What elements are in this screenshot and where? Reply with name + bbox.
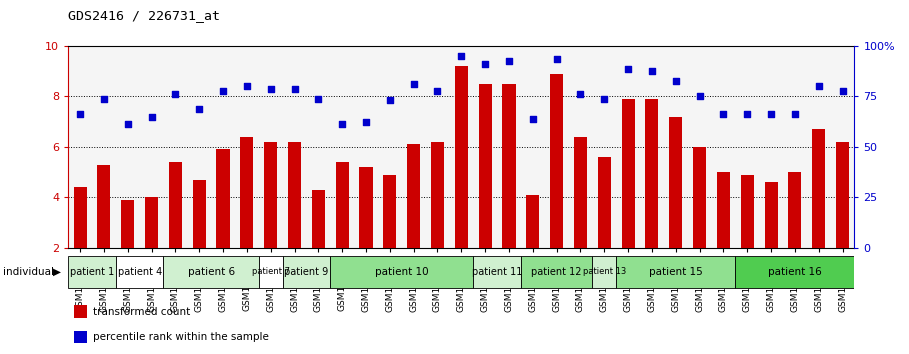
Bar: [717, 172, 730, 248]
Point: [764, 111, 778, 117]
Point: [454, 53, 469, 59]
Point: [264, 86, 278, 92]
Bar: [550, 74, 564, 248]
Text: patient 7: patient 7: [252, 267, 290, 276]
Bar: [145, 198, 158, 248]
Text: patient 15: patient 15: [649, 267, 703, 277]
Bar: [240, 137, 254, 248]
Point: [621, 66, 635, 72]
Bar: [216, 149, 230, 248]
Point: [693, 94, 707, 99]
Point: [740, 111, 754, 117]
Bar: [335, 162, 349, 248]
Bar: [75, 305, 87, 318]
FancyBboxPatch shape: [283, 256, 330, 288]
Text: percentile rank within the sample: percentile rank within the sample: [94, 332, 269, 342]
Bar: [741, 175, 754, 248]
FancyBboxPatch shape: [735, 256, 854, 288]
Point: [525, 116, 540, 122]
Bar: [836, 142, 849, 248]
Bar: [407, 144, 420, 248]
Point: [478, 61, 493, 67]
Bar: [503, 84, 515, 248]
Bar: [265, 142, 277, 248]
Bar: [622, 99, 634, 248]
Point: [287, 86, 302, 92]
Text: patient 1: patient 1: [70, 267, 115, 277]
Point: [406, 81, 421, 87]
Text: patient 9: patient 9: [285, 267, 328, 277]
Point: [549, 56, 564, 62]
Bar: [359, 167, 373, 248]
Bar: [693, 147, 706, 248]
Point: [835, 88, 850, 94]
Point: [73, 111, 87, 117]
Point: [240, 84, 255, 89]
Point: [168, 91, 183, 97]
Bar: [169, 162, 182, 248]
Bar: [121, 200, 135, 248]
Bar: [431, 142, 444, 248]
Point: [502, 58, 516, 64]
Bar: [193, 180, 205, 248]
Point: [215, 88, 230, 94]
Text: patient 11: patient 11: [472, 267, 523, 277]
Point: [383, 97, 397, 103]
Bar: [788, 172, 802, 248]
Point: [121, 121, 135, 127]
Point: [192, 106, 206, 112]
Point: [597, 96, 612, 102]
Bar: [75, 331, 87, 343]
Text: patient 10: patient 10: [375, 267, 428, 277]
Text: ▶: ▶: [53, 267, 61, 277]
FancyBboxPatch shape: [330, 256, 474, 288]
Point: [812, 84, 826, 89]
Text: patient 16: patient 16: [768, 267, 822, 277]
FancyBboxPatch shape: [593, 256, 616, 288]
Point: [335, 121, 349, 127]
FancyBboxPatch shape: [115, 256, 164, 288]
Point: [644, 68, 659, 74]
Bar: [812, 129, 825, 248]
Bar: [669, 117, 683, 248]
Bar: [454, 66, 468, 248]
Text: patient 4: patient 4: [117, 267, 162, 277]
FancyBboxPatch shape: [259, 256, 283, 288]
Bar: [288, 142, 301, 248]
Text: transformed count: transformed count: [94, 307, 191, 316]
FancyBboxPatch shape: [521, 256, 593, 288]
Point: [574, 91, 588, 97]
Point: [787, 111, 802, 117]
Bar: [74, 187, 86, 248]
Text: patient 6: patient 6: [187, 267, 235, 277]
Point: [716, 111, 731, 117]
Bar: [598, 157, 611, 248]
Text: individual: individual: [3, 267, 54, 277]
FancyBboxPatch shape: [164, 256, 259, 288]
Bar: [764, 182, 777, 248]
Text: patient 12: patient 12: [532, 267, 582, 277]
Bar: [574, 137, 587, 248]
FancyBboxPatch shape: [616, 256, 735, 288]
Bar: [384, 175, 396, 248]
Point: [311, 96, 325, 102]
Bar: [526, 195, 539, 248]
Point: [430, 88, 445, 94]
Point: [145, 114, 159, 120]
Bar: [97, 165, 111, 248]
Text: patient 13: patient 13: [583, 267, 626, 276]
FancyBboxPatch shape: [68, 256, 115, 288]
FancyBboxPatch shape: [474, 256, 521, 288]
Text: GDS2416 / 226731_at: GDS2416 / 226731_at: [68, 9, 220, 22]
Bar: [645, 99, 658, 248]
Point: [359, 119, 374, 125]
Point: [96, 96, 111, 102]
Point: [668, 79, 683, 84]
Bar: [312, 190, 325, 248]
Bar: [479, 84, 492, 248]
